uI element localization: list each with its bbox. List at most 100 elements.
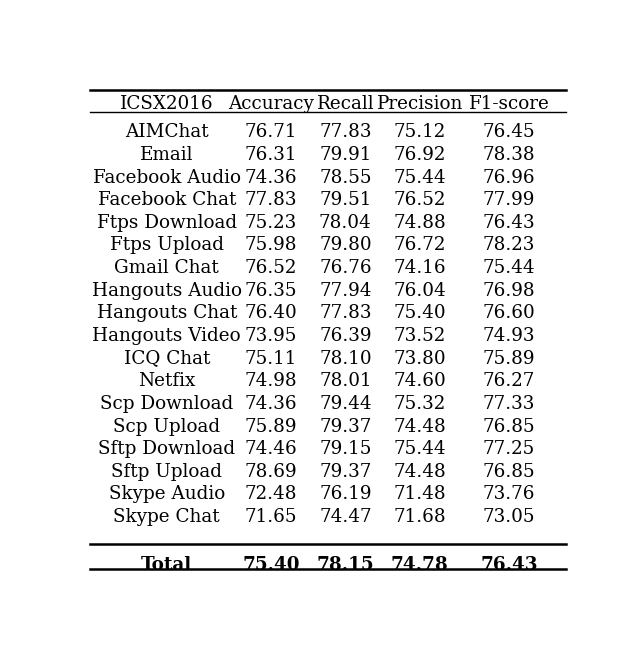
Text: 73.52: 73.52 <box>394 327 446 345</box>
Text: Accuracy: Accuracy <box>228 95 314 113</box>
Text: 74.36: 74.36 <box>244 169 297 187</box>
Text: Hangouts Audio: Hangouts Audio <box>92 282 242 300</box>
Text: 74.98: 74.98 <box>244 372 297 390</box>
Text: 77.94: 77.94 <box>319 282 372 300</box>
Text: 76.19: 76.19 <box>319 485 372 503</box>
Text: 76.04: 76.04 <box>394 282 446 300</box>
Text: 75.23: 75.23 <box>245 214 297 232</box>
Text: 75.40: 75.40 <box>242 556 300 574</box>
Text: 79.37: 79.37 <box>319 417 372 435</box>
Text: 74.88: 74.88 <box>394 214 446 232</box>
Text: 74.36: 74.36 <box>244 395 297 413</box>
Text: 75.44: 75.44 <box>394 169 446 187</box>
Text: Facebook Chat: Facebook Chat <box>98 191 236 209</box>
Text: 76.52: 76.52 <box>244 259 297 277</box>
Text: 77.99: 77.99 <box>483 191 535 209</box>
Text: Scp Upload: Scp Upload <box>113 417 220 435</box>
Text: 76.72: 76.72 <box>394 236 446 255</box>
Text: 78.01: 78.01 <box>319 372 372 390</box>
Text: 79.51: 79.51 <box>319 191 372 209</box>
Text: 76.52: 76.52 <box>394 191 446 209</box>
Text: 79.15: 79.15 <box>319 440 372 458</box>
Text: 79.80: 79.80 <box>319 236 372 255</box>
Text: 77.33: 77.33 <box>483 395 535 413</box>
Text: Scp Download: Scp Download <box>100 395 234 413</box>
Text: 75.89: 75.89 <box>244 417 297 435</box>
Text: Ftps Upload: Ftps Upload <box>110 236 224 255</box>
Text: 78.10: 78.10 <box>319 349 372 368</box>
Text: Skype Chat: Skype Chat <box>113 508 220 526</box>
Text: 71.68: 71.68 <box>394 508 446 526</box>
Text: 73.76: 73.76 <box>483 485 535 503</box>
Text: 75.32: 75.32 <box>394 395 446 413</box>
Text: 78.69: 78.69 <box>244 463 297 481</box>
Text: 74.48: 74.48 <box>394 417 446 435</box>
Text: 76.40: 76.40 <box>244 304 298 322</box>
Text: F1-score: F1-score <box>468 95 550 113</box>
Text: 76.85: 76.85 <box>483 463 535 481</box>
Text: 74.16: 74.16 <box>394 259 446 277</box>
Text: 78.04: 78.04 <box>319 214 372 232</box>
Text: 76.27: 76.27 <box>483 372 535 390</box>
Text: Netfix: Netfix <box>138 372 195 390</box>
Text: 79.44: 79.44 <box>319 395 372 413</box>
Text: 75.44: 75.44 <box>394 440 446 458</box>
Text: Ftps Download: Ftps Download <box>97 214 237 232</box>
Text: 76.76: 76.76 <box>319 259 372 277</box>
Text: Facebook Audio: Facebook Audio <box>93 169 241 187</box>
Text: 77.83: 77.83 <box>319 123 372 141</box>
Text: 75.40: 75.40 <box>394 304 446 322</box>
Text: 74.46: 74.46 <box>244 440 298 458</box>
Text: Hangouts Video: Hangouts Video <box>93 327 241 345</box>
Text: 78.55: 78.55 <box>319 169 372 187</box>
Text: 76.35: 76.35 <box>244 282 297 300</box>
Text: 76.98: 76.98 <box>483 282 535 300</box>
Text: 76.39: 76.39 <box>319 327 372 345</box>
Text: 79.37: 79.37 <box>319 463 372 481</box>
Text: Hangouts Chat: Hangouts Chat <box>97 304 237 322</box>
Text: 79.91: 79.91 <box>319 146 372 164</box>
Text: 74.48: 74.48 <box>394 463 446 481</box>
Text: 74.47: 74.47 <box>319 508 372 526</box>
Text: 76.31: 76.31 <box>244 146 297 164</box>
Text: 76.60: 76.60 <box>483 304 536 322</box>
Text: 78.15: 78.15 <box>317 556 374 574</box>
Text: Email: Email <box>140 146 193 164</box>
Text: Sftp Upload: Sftp Upload <box>111 463 222 481</box>
Text: 76.45: 76.45 <box>483 123 535 141</box>
Text: 76.85: 76.85 <box>483 417 535 435</box>
Text: 75.11: 75.11 <box>244 349 297 368</box>
Text: 77.83: 77.83 <box>244 191 297 209</box>
Text: 74.78: 74.78 <box>391 556 449 574</box>
Text: 75.98: 75.98 <box>244 236 297 255</box>
Text: 74.60: 74.60 <box>394 372 446 390</box>
Text: 78.38: 78.38 <box>483 146 535 164</box>
Text: 71.48: 71.48 <box>394 485 446 503</box>
Text: 76.96: 76.96 <box>483 169 535 187</box>
Text: Total: Total <box>141 556 193 574</box>
Text: 75.89: 75.89 <box>483 349 535 368</box>
Text: 76.43: 76.43 <box>480 556 538 574</box>
Text: 73.05: 73.05 <box>483 508 535 526</box>
Text: 71.65: 71.65 <box>244 508 297 526</box>
Text: 73.95: 73.95 <box>244 327 297 345</box>
Text: ICQ Chat: ICQ Chat <box>124 349 210 368</box>
Text: Recall: Recall <box>317 95 374 113</box>
Text: 77.25: 77.25 <box>483 440 535 458</box>
Text: 76.43: 76.43 <box>483 214 535 232</box>
Text: 72.48: 72.48 <box>244 485 297 503</box>
Text: 73.80: 73.80 <box>394 349 446 368</box>
Text: ICSX2016: ICSX2016 <box>120 95 214 113</box>
Text: 77.83: 77.83 <box>319 304 372 322</box>
Text: 78.23: 78.23 <box>483 236 535 255</box>
Text: 75.12: 75.12 <box>394 123 446 141</box>
Text: 75.44: 75.44 <box>483 259 535 277</box>
Text: AIMChat: AIMChat <box>125 123 209 141</box>
Text: Sftp Download: Sftp Download <box>98 440 236 458</box>
Text: 74.93: 74.93 <box>483 327 535 345</box>
Text: Gmail Chat: Gmail Chat <box>115 259 219 277</box>
Text: Precision: Precision <box>376 95 463 113</box>
Text: 76.92: 76.92 <box>394 146 446 164</box>
Text: 76.71: 76.71 <box>244 123 297 141</box>
Text: Skype Audio: Skype Audio <box>109 485 225 503</box>
